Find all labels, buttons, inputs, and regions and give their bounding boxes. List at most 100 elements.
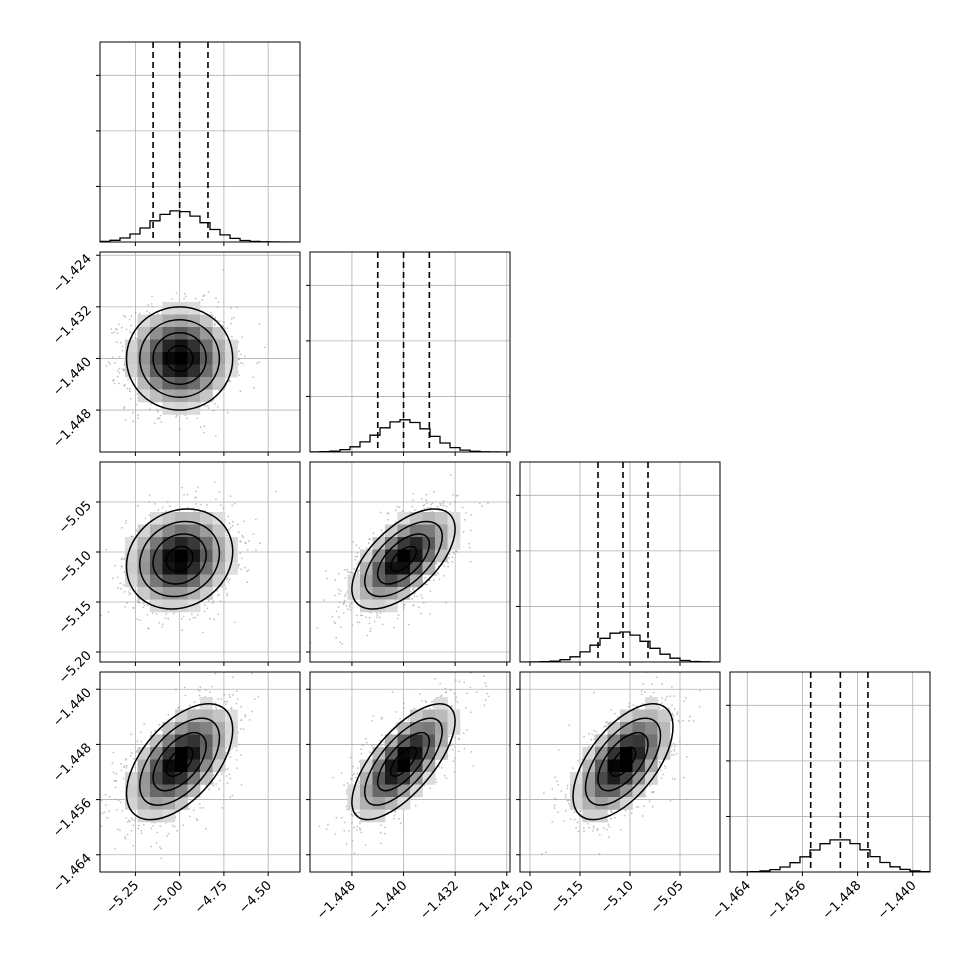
density-block	[187, 377, 201, 390]
density-block	[422, 524, 436, 538]
sample-point	[137, 417, 140, 420]
sample-point	[240, 783, 243, 786]
sample-point	[111, 356, 114, 359]
density-block	[150, 377, 163, 390]
sample-point	[677, 719, 680, 722]
density-block	[137, 747, 151, 760]
density-block	[657, 747, 671, 760]
sample-point	[674, 745, 676, 748]
sample-point	[443, 500, 445, 503]
sample-point	[123, 766, 125, 769]
density-block	[435, 709, 448, 723]
sample-point	[154, 503, 156, 505]
density-block	[397, 549, 411, 563]
sample-point	[630, 812, 633, 815]
sample-point	[358, 760, 361, 763]
sample-point	[96, 351, 98, 353]
density-block	[372, 747, 386, 760]
sample-point	[113, 331, 116, 334]
sample-point	[420, 594, 422, 596]
sample-point	[411, 588, 414, 590]
sample-point	[202, 631, 204, 634]
y-tick-label: −1.448	[50, 406, 95, 451]
sample-point	[173, 612, 175, 615]
sample-point	[391, 691, 394, 694]
density-block	[212, 512, 226, 525]
sample-point	[214, 435, 217, 437]
sample-point	[656, 676, 658, 679]
sample-point	[365, 741, 368, 744]
sample-point	[407, 717, 410, 720]
density-block	[137, 352, 151, 365]
sample-point	[132, 845, 135, 847]
sample-point	[189, 815, 191, 818]
density-block	[645, 734, 658, 748]
sample-point	[421, 596, 424, 599]
sample-point	[338, 616, 340, 619]
sample-point	[190, 613, 193, 615]
sample-point	[207, 407, 210, 409]
sample-point	[593, 738, 595, 740]
sample-point	[442, 574, 445, 577]
sample-point	[457, 494, 459, 497]
sample-point	[216, 594, 219, 597]
sample-point	[635, 705, 638, 708]
density-block	[385, 599, 398, 613]
sample-point	[248, 719, 251, 721]
sample-point	[229, 696, 231, 699]
sample-point	[347, 608, 349, 610]
sample-point	[454, 679, 457, 682]
sample-point	[101, 799, 103, 802]
sample-point	[111, 332, 113, 334]
density-block	[200, 524, 213, 538]
sample-point	[255, 549, 257, 552]
sample-point	[138, 466, 140, 468]
sample-point	[383, 741, 386, 744]
sample-point	[192, 616, 195, 619]
sample-point	[116, 332, 119, 334]
sample-point	[351, 624, 354, 626]
sample-point	[553, 797, 556, 800]
x-tick-label: −5.00	[148, 878, 187, 917]
density-panel: −5.20−5.15−5.10−5.05	[498, 671, 721, 917]
density-block	[360, 797, 373, 810]
sample-point	[72, 345, 74, 347]
density-block	[200, 339, 213, 353]
sample-point	[194, 490, 197, 493]
sample-point	[118, 323, 120, 326]
x-tick-label: −1.464	[709, 878, 754, 923]
sample-point	[598, 852, 601, 855]
sample-point	[443, 774, 446, 777]
x-tick-label: −1.440	[366, 878, 411, 923]
sample-point	[119, 341, 122, 344]
sample-point	[106, 816, 109, 819]
density-block	[187, 537, 201, 550]
sample-point	[364, 737, 367, 740]
sample-point	[349, 608, 352, 611]
sample-point	[575, 826, 577, 829]
sample-point	[159, 846, 161, 848]
sample-point	[664, 698, 667, 701]
sample-point	[131, 818, 134, 821]
sample-point	[614, 712, 616, 715]
sample-point	[484, 682, 487, 684]
sample-point	[356, 829, 358, 831]
sample-point	[116, 576, 119, 579]
sample-point	[371, 720, 373, 722]
sample-point	[435, 562, 438, 565]
sample-point	[226, 700, 229, 703]
sample-point	[482, 675, 485, 677]
sample-point	[146, 310, 148, 313]
density-block	[175, 587, 188, 600]
sample-point	[224, 751, 227, 754]
sample-point	[348, 605, 351, 608]
sample-point	[381, 734, 384, 737]
sample-point	[682, 776, 685, 779]
sample-point	[673, 695, 676, 697]
sample-point	[229, 380, 232, 383]
sample-point	[603, 725, 605, 728]
density-block	[645, 722, 658, 735]
sample-point	[197, 486, 199, 489]
density-block	[385, 772, 398, 785]
sample-point	[238, 563, 241, 566]
